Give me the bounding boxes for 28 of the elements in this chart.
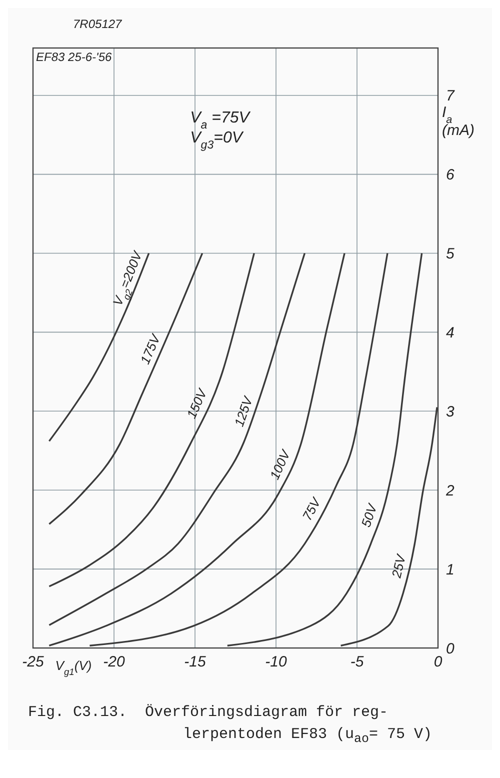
x-tick-label: -15 <box>184 654 206 671</box>
x-tick-label: -10 <box>265 654 288 671</box>
y-tick-label: 5 <box>446 246 455 263</box>
y-tick-label: 6 <box>446 166 455 184</box>
x-tick-label: 0 <box>434 654 443 671</box>
text: 75V <box>299 494 324 523</box>
annotation: V$_{a}$ =75V V$_{g3}$=0V <box>190 109 251 152</box>
text: 7R05127 <box>73 17 124 31</box>
text: 150V <box>184 386 210 421</box>
text: 125V <box>231 394 256 428</box>
y-tick-label: 4 <box>446 324 454 342</box>
text: 100V <box>266 446 294 482</box>
y-tick-label: 0 <box>446 640 455 658</box>
text: 175V <box>137 331 164 366</box>
x-tick-label: -25 <box>22 654 44 671</box>
y-tick-label: 7 <box>446 88 455 105</box>
x-tick-label: -20 <box>103 654 126 671</box>
y-tick-label: 2 <box>445 482 455 500</box>
y-axis-title: I$_{a}$ (mA) <box>442 104 474 139</box>
x-tick-label: -5 <box>350 654 364 671</box>
annotation: EF83 25-6-'56 <box>36 50 112 64</box>
y-tick-label: 3 <box>446 403 455 420</box>
y-tick-label: 1 <box>446 561 454 578</box>
text: Fig. C3.13. Överföringsdiagram för reg- lerpentoden EF83 (u$_{ao}$= 75 V) <box>28 703 434 748</box>
text: 25V <box>388 552 409 580</box>
text: 50V <box>358 501 380 529</box>
x-axis-title: V$_{g1}$(V) <box>55 658 92 677</box>
line-series <box>226 252 423 646</box>
